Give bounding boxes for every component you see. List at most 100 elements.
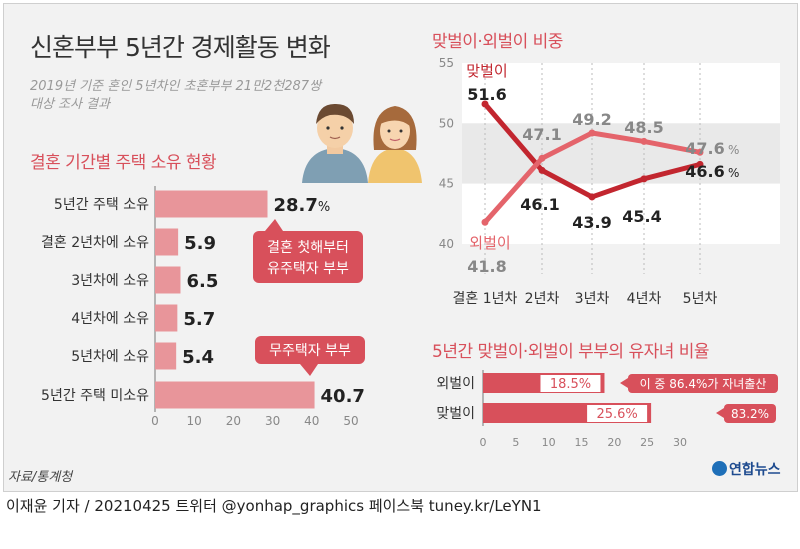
housing-category-label: 결혼 2년차에 소유 (41, 235, 149, 251)
subtitle-line-1: 2019년 기준 혼인 5년차인 초혼부부 21만2천287쌍 (30, 79, 322, 94)
housing-callout-owner-pointer (265, 219, 283, 231)
single-income-point (640, 137, 648, 145)
children-x-tick: 15 (575, 436, 589, 449)
housing-callout-owner-text2: 유주택자 부부 (267, 261, 349, 277)
housing-category-label: 4년차에 소유 (71, 311, 149, 327)
single-income-point (481, 218, 489, 226)
housing-x-tick: 30 (265, 414, 280, 428)
housing-x-tick: 20 (226, 414, 241, 428)
housing-value-label: 6.5 (186, 271, 218, 292)
housing-bar (155, 304, 178, 332)
line-chart-band (462, 123, 780, 184)
line-y-tick: 50 (439, 116, 454, 130)
children-category-label: 외벌이 (436, 376, 475, 392)
single-income-value-label: 47.6 (685, 139, 724, 158)
housing-category-label: 3년차에 소유 (71, 273, 149, 289)
line-y-tick: 45 (439, 177, 454, 191)
children-category-label: 맞벌이 (436, 406, 475, 422)
single-income-point (538, 154, 546, 162)
dual-income-value-label: 45.4 (622, 207, 661, 226)
dual-income-point (640, 175, 648, 183)
children-x-tick: 30 (673, 436, 687, 449)
logo-text: 연합뉴스 (729, 462, 781, 478)
dual-income-point (538, 166, 546, 174)
income-chart-title: 맞벌이·외벌이 비중 (432, 32, 563, 52)
housing-bar (155, 190, 268, 218)
children-value-label: 18.5% (550, 377, 591, 392)
single-income-value-label: 41.8 (467, 257, 506, 276)
children-x-tick: 0 (480, 436, 487, 449)
dual-income-point (481, 100, 489, 108)
housing-callout-owner (253, 231, 363, 283)
globe-icon (712, 461, 727, 476)
line-y-tick: 55 (439, 56, 454, 70)
children-value-label: 25.6% (596, 407, 637, 422)
dual-income-value-label: 51.6 (467, 85, 506, 104)
dual-income-value-label: 46.1 (520, 195, 559, 214)
housing-value-label: 5.4 (182, 347, 214, 368)
children-callout-dual (724, 404, 776, 423)
housing-value-label: 5.7 (183, 309, 215, 330)
line-x-label: 5년차 (683, 291, 718, 307)
housing-category-label: 5년간 주택 미소유 (41, 388, 149, 404)
single-income-series-name: 외벌이 (469, 234, 510, 252)
children-callout-single-text: 이 중 86.4%가 자녀출산 (640, 377, 767, 391)
housing-callout-nonowner-text: 무주택자 부부 (269, 343, 351, 359)
housing-x-tick: 0 (151, 414, 159, 428)
dual-income-series-name: 맞벌이 (466, 62, 507, 80)
single-income-point (588, 129, 596, 137)
children-value-box (540, 375, 601, 392)
single-income-point (696, 148, 704, 156)
page-title: 신혼부부 5년간 경제활동 변화 (30, 33, 331, 62)
line-x-label: 4년차 (627, 291, 662, 307)
housing-callout-nonowner-pointer (300, 364, 318, 376)
single-income-unit-label: % (728, 143, 739, 157)
single-income-value-label: 48.5 (624, 118, 663, 137)
line-chart-band (462, 183, 780, 244)
children-x-tick: 5 (512, 436, 519, 449)
housing-bar (155, 228, 179, 256)
line-y-tick: 40 (439, 237, 454, 251)
line-x-label: 결혼 1년차 (453, 291, 518, 307)
dual-income-value-label: 46.6 (685, 162, 724, 181)
children-callout-single (628, 374, 778, 393)
children-x-tick: 20 (607, 436, 621, 449)
dual-income-value-label: 43.9 (572, 213, 611, 232)
children-callout-single-pointer (620, 378, 628, 388)
housing-value-label: 28.7% (274, 195, 331, 216)
housing-value-label: 5.9 (184, 233, 216, 254)
dual-income-unit-label: % (728, 166, 739, 180)
line-x-label: 3년차 (575, 291, 610, 307)
housing-bar (155, 381, 315, 409)
housing-callout-nonowner (255, 336, 365, 364)
housing-x-tick: 10 (187, 414, 202, 428)
line-x-label: 2년차 (525, 291, 560, 307)
single-income-value-label: 49.2 (572, 110, 611, 129)
line-chart-band (462, 63, 780, 124)
subtitle: 2019년 기준 혼인 5년차인 초혼부부 21만2천287쌍 대상 조사 결과 (30, 78, 321, 114)
housing-value-label: 40.7 (321, 386, 365, 407)
housing-category-label: 5년간 주택 소유 (54, 197, 149, 213)
housing-callout-owner-text1: 결혼 첫해부터 (267, 240, 349, 256)
dual-income-point (696, 160, 704, 168)
credit-line: 이재윤 기자 / 20210425 트위터 @yonhap_graphics 페… (6, 497, 542, 515)
housing-category-label: 5년차에 소유 (71, 349, 149, 365)
children-callout-dual-text: 83.2% (731, 407, 769, 421)
children-x-tick: 10 (542, 436, 556, 449)
subtitle-line-2: 대상 조사 결과 (30, 97, 111, 112)
yonhap-logo: 연합뉴스 (712, 459, 781, 479)
children-chart-title: 5년간 맞벌이·외벌이 부부의 유자녀 비율 (432, 342, 710, 362)
housing-chart-title: 결혼 기간별 주택 소유 현황 (30, 153, 217, 173)
dual-income-point (588, 193, 596, 201)
source-note: 자료/통계청 (8, 470, 73, 485)
children-callout-dual-pointer (716, 408, 724, 418)
housing-bar (155, 342, 177, 370)
children-x-tick: 25 (640, 436, 654, 449)
children-value-box (587, 405, 648, 422)
housing-x-tick: 40 (304, 414, 319, 428)
housing-x-tick: 50 (343, 414, 358, 428)
single-income-value-label: 47.1 (522, 125, 561, 144)
